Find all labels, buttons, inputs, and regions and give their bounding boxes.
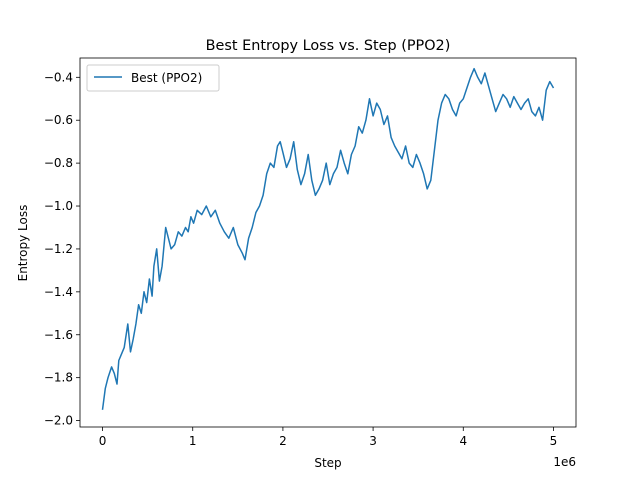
- x-axis: 0 1 2 3 4 5: [99, 427, 558, 448]
- x-tick-label: 5: [550, 434, 558, 448]
- plot-area: [79, 57, 577, 428]
- y-axis: −2.0 −1.8 −1.6 −1.4 −1.2 −1.0 −0.8 −0.6 −0.4: [44, 70, 80, 428]
- x-tick-label: 4: [459, 434, 467, 448]
- x-tick-label: 0: [99, 434, 107, 448]
- x-tick-label: 2: [279, 434, 287, 448]
- y-tick-label: −1.8: [44, 371, 73, 385]
- series-line-0: [101, 67, 555, 410]
- legend: Best (PPO2): [86, 64, 220, 92]
- y-tick-label: −1.0: [44, 199, 73, 213]
- series-layer: [101, 67, 555, 410]
- chart-title: Best Entropy Loss vs. Step (PPO2): [206, 38, 451, 54]
- legend-box: [86, 64, 220, 92]
- y-tick-label: −2.0: [44, 414, 73, 428]
- y-tick-label: −0.4: [44, 70, 73, 84]
- y-axis-label: Entropy Loss: [16, 205, 30, 282]
- x-tick-label: 1: [189, 434, 197, 448]
- x-axis-offset-label: 1e6: [553, 455, 576, 469]
- x-tick-label: 3: [369, 434, 377, 448]
- y-tick-label: −1.4: [44, 285, 73, 299]
- y-tick-label: −1.6: [44, 328, 73, 342]
- legend-label: Best (PPO2): [131, 71, 202, 85]
- y-tick-label: −0.6: [44, 113, 73, 127]
- axes-frame: [79, 57, 577, 428]
- y-tick-label: −0.8: [44, 156, 73, 170]
- y-tick-label: −1.2: [44, 242, 73, 256]
- x-axis-label: Step: [314, 456, 341, 470]
